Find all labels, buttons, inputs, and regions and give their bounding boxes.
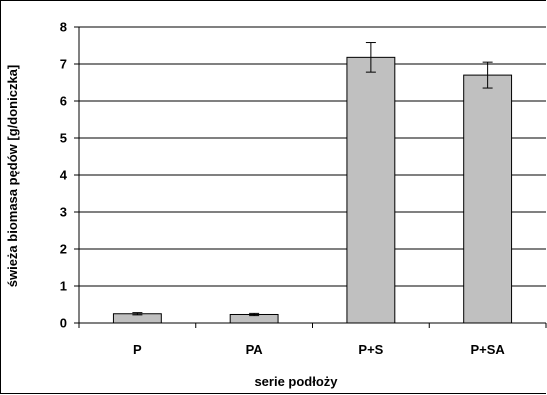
x-tick-label: P+SA	[470, 342, 505, 357]
y-tick-label: 0	[60, 316, 67, 331]
axes	[74, 26, 547, 328]
x-axis-title: serie podłoży	[254, 374, 338, 389]
y-tick-label: 7	[60, 57, 67, 72]
y-tick-label: 1	[60, 279, 67, 294]
y-tick-label: 3	[60, 205, 67, 220]
error-bars	[132, 42, 493, 317]
y-axis-title: świeża biomasa pędów [g/doniczka]	[5, 65, 20, 288]
bars	[112, 56, 513, 324]
gridlines	[79, 26, 546, 287]
x-tick-label: P	[133, 342, 142, 357]
x-tick-label: PA	[246, 342, 264, 357]
bar	[463, 74, 513, 324]
y-tick-label: 2	[60, 242, 67, 257]
x-tick-label: P+S	[358, 342, 383, 357]
y-tick-label: 5	[60, 131, 67, 146]
x-tick-labels: P PA P+S P+SA	[133, 342, 505, 357]
y-tick-labels: 0 1 2 3 4 5 6 7 8	[60, 20, 68, 331]
y-tick-label: 8	[60, 20, 67, 35]
bar	[346, 56, 396, 324]
y-tick-label: 4	[60, 168, 68, 183]
y-tick-label: 6	[60, 94, 67, 109]
